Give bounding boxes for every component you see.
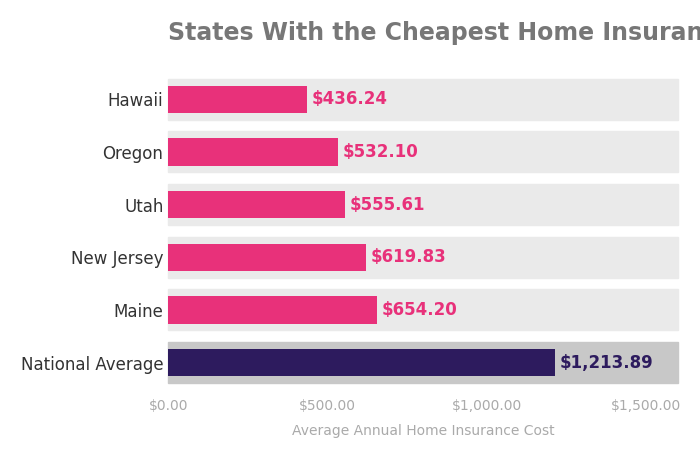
Text: $532.10: $532.10 xyxy=(342,143,419,161)
Text: $555.61: $555.61 xyxy=(350,196,426,213)
Bar xyxy=(168,244,365,271)
Bar xyxy=(168,138,338,166)
Text: $436.24: $436.24 xyxy=(312,90,388,108)
Text: $654.20: $654.20 xyxy=(382,301,457,319)
Bar xyxy=(168,342,678,383)
Bar xyxy=(168,191,345,218)
Bar xyxy=(168,78,678,120)
Text: $619.83: $619.83 xyxy=(370,248,447,266)
Bar xyxy=(168,289,678,330)
Bar xyxy=(168,296,377,324)
Text: States With the Cheapest Home Insurance Rates: States With the Cheapest Home Insurance … xyxy=(168,21,700,45)
Bar xyxy=(168,131,678,173)
Bar xyxy=(168,85,307,113)
X-axis label: Average Annual Home Insurance Cost: Average Annual Home Insurance Cost xyxy=(292,424,554,438)
Text: $1,213.89: $1,213.89 xyxy=(560,353,654,372)
Bar xyxy=(168,349,555,376)
Bar xyxy=(168,184,678,225)
Bar xyxy=(168,237,678,278)
